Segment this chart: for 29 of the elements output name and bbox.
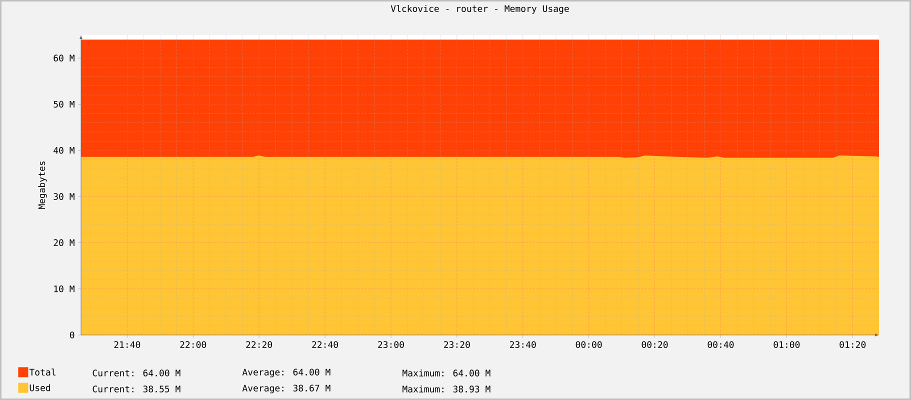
y-tick-label: 50 M bbox=[54, 100, 74, 108]
text: Average: 38.67 M bbox=[242, 384, 330, 394]
x-tick-label: 00:00 bbox=[576, 341, 602, 348]
x-tick-label: 23:00 bbox=[378, 341, 404, 348]
x-tick-label: 21:40 bbox=[114, 341, 140, 348]
text: Average: 64.00 M bbox=[242, 368, 330, 378]
y-tick-label: 20 M bbox=[54, 239, 74, 246]
y-tick-label: 30 M bbox=[54, 193, 74, 200]
x-tick-label: 00:20 bbox=[642, 341, 668, 348]
text: Maximum: 38.93 M bbox=[402, 386, 490, 392]
x-tick-label: 23:20 bbox=[444, 341, 470, 348]
text: Current: 64.00 M bbox=[92, 370, 180, 376]
y-tick-label: 60 M bbox=[54, 54, 74, 62]
x-tick-label: 01:20 bbox=[840, 341, 866, 348]
x-tick-label: 23:40 bbox=[510, 341, 536, 348]
y-tick-label: 0 bbox=[70, 332, 74, 338]
x-tick-label: 22:20 bbox=[246, 341, 272, 348]
chart-title: Vlckovice - router - Memory Usage bbox=[390, 4, 569, 14]
x-tick-label: 01:00 bbox=[774, 341, 800, 348]
text: Current: 38.55 M bbox=[92, 386, 180, 392]
x-tick-label: 22:00 bbox=[180, 341, 206, 348]
x-tick-label: 22:40 bbox=[312, 341, 338, 348]
y-axis-title: Megabytes bbox=[38, 162, 47, 210]
text: Maximum: 64.00 M bbox=[402, 370, 490, 376]
y-tick-label: 10 M bbox=[54, 285, 74, 292]
legend-label: Total bbox=[29, 368, 56, 376]
y-tick-label: 40 M bbox=[54, 146, 74, 154]
x-tick-label: 00:40 bbox=[708, 341, 734, 348]
legend-label: Used bbox=[30, 384, 50, 392]
